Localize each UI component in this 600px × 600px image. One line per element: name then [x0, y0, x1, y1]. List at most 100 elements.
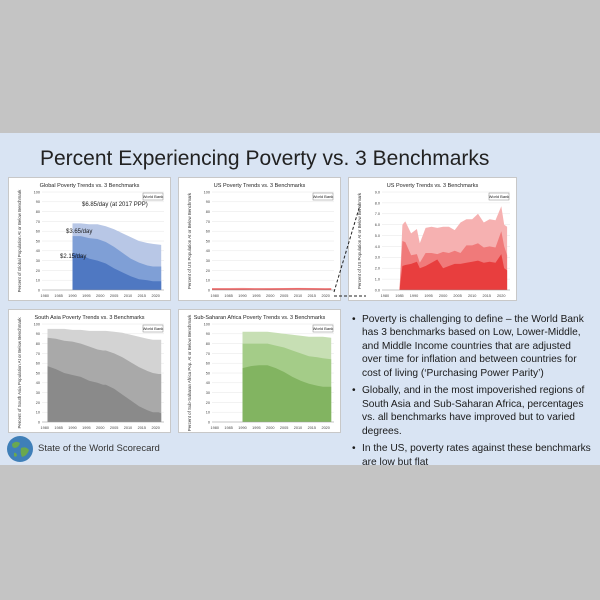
x-tick-label: 2020: [321, 426, 329, 430]
y-axis-label: Percent of US Population At or Below Ben…: [187, 192, 192, 289]
y-tick-label: 10: [206, 411, 210, 415]
x-tick-label: 1980: [381, 294, 389, 298]
x-tick-label: 1985: [54, 426, 62, 430]
x-tick-label: 2015: [308, 426, 316, 430]
y-tick-label: 50: [206, 371, 210, 375]
x-tick-label: 2010: [124, 294, 132, 298]
source-box: [142, 324, 164, 333]
y-tick-label: 5.0: [375, 234, 380, 238]
x-tick-label: 2005: [453, 294, 461, 298]
source-label: World Bank: [143, 326, 164, 331]
x-tick-label: 2020: [151, 426, 159, 430]
x-tick-label: 1985: [395, 294, 403, 298]
y-tick-label: 3.0: [375, 256, 380, 260]
series-area: [399, 254, 508, 290]
y-tick-label: 20: [36, 269, 40, 273]
org-name: State of the World Scorecard: [38, 443, 160, 454]
ssa-chart-panel: Sub-Saharan Africa Poverty Trends vs. 3 …: [178, 309, 341, 433]
ssa-poverty-chart: Sub-Saharan Africa Poverty Trends vs. 3 …: [187, 314, 334, 431]
x-tick-label: 1980: [211, 426, 219, 430]
bullet-item: Globally, and in the most impoverished r…: [352, 384, 592, 438]
y-tick-label: 100: [204, 322, 210, 326]
y-tick-label: 80: [36, 210, 40, 214]
series-area: [47, 366, 162, 422]
y-tick-label: 0: [208, 420, 210, 424]
series-annotation: $2.15/day: [60, 254, 86, 260]
y-tick-label: 60: [206, 362, 210, 366]
x-tick-label: 1990: [68, 426, 76, 430]
x-tick-label: 1990: [238, 426, 246, 430]
y-axis-label: Percent of South Asia Population At or B…: [17, 317, 22, 429]
y-tick-label: 10: [36, 279, 40, 283]
source-box: [488, 192, 510, 201]
chart-title: US Poverty Trends vs. 3 Benchmarks: [387, 183, 479, 189]
y-tick-label: 30: [36, 391, 40, 395]
global-poverty-chart: Global Poverty Trends vs. 3 Benchmarks Pe…: [17, 183, 164, 298]
zoom-connector-line-top: [333, 204, 361, 293]
x-tick-label: 2000: [266, 294, 274, 298]
y-tick-label: 20: [206, 269, 210, 273]
y-axis-label: Percent of US Population At or Below Ben…: [357, 192, 362, 289]
y-tick-label: 100: [34, 322, 40, 326]
series-area: [242, 365, 332, 422]
y-axis-label: Percent of Global Population At or Below…: [17, 189, 22, 293]
x-tick-label: 2005: [280, 294, 288, 298]
chart-title: US Poverty Trends vs. 3 Benchmarks: [214, 183, 306, 189]
y-tick-label: 7.0: [375, 212, 380, 216]
y-tick-label: 20: [36, 401, 40, 405]
x-tick-label: 2015: [138, 426, 146, 430]
x-tick-label: 2000: [96, 426, 104, 430]
y-tick-label: 9.0: [375, 190, 380, 194]
y-tick-label: 90: [206, 332, 210, 336]
south-asia-chart-panel: South Asia Poverty Trends vs. 3 Benchmar…: [8, 309, 171, 433]
x-tick-label: 1995: [82, 426, 90, 430]
x-tick-label: 2010: [294, 294, 302, 298]
y-tick-label: 80: [36, 342, 40, 346]
y-tick-label: 100: [204, 190, 210, 194]
y-tick-label: 10: [36, 411, 40, 415]
x-tick-label: 2020: [497, 294, 505, 298]
x-tick-label: 1995: [252, 294, 260, 298]
x-tick-label: 1980: [211, 294, 219, 298]
x-tick-label: 1995: [424, 294, 432, 298]
x-tick-label: 2020: [321, 294, 329, 298]
bullet-item: In the US, poverty rates against these b…: [352, 442, 592, 469]
source-label: World Bank: [313, 326, 334, 331]
chart-title: South Asia Poverty Trends vs. 3 Benchmar…: [34, 315, 144, 321]
us-zoom-poverty-chart: US Poverty Trends vs. 3 Benchmarks Percen…: [357, 183, 510, 298]
y-tick-label: 0: [38, 288, 40, 292]
y-tick-label: 6.0: [375, 223, 380, 227]
x-tick-label: 1980: [41, 426, 49, 430]
global-chart-panel: Global Poverty Trends vs. 3 Benchmarks Pe…: [8, 177, 171, 301]
globe-logo-icon: [7, 436, 33, 462]
slide: Percent Experiencing Poverty vs. 3 Bench…: [0, 133, 600, 468]
us-zoom-chart-panel: US Poverty Trends vs. 3 Benchmarks Percen…: [348, 177, 517, 301]
y-tick-label: 80: [206, 342, 210, 346]
y-tick-label: 70: [36, 220, 40, 224]
x-tick-label: 1990: [238, 294, 246, 298]
chart-title: Sub-Saharan Africa Poverty Trends vs. 3 …: [194, 315, 326, 321]
series-area: [72, 252, 162, 290]
chart-title: Global Poverty Trends vs. 3 Benchmarks: [40, 183, 140, 189]
source-label: World Bank: [489, 194, 510, 199]
y-tick-label: 20: [206, 401, 210, 405]
source-box: [312, 192, 334, 201]
x-tick-label: 1995: [252, 426, 260, 430]
y-tick-label: 50: [206, 239, 210, 243]
y-tick-label: 70: [206, 220, 210, 224]
x-tick-label: 2010: [124, 426, 132, 430]
y-tick-label: 60: [36, 230, 40, 234]
x-tick-label: 2005: [280, 426, 288, 430]
series-annotation: $6.85/day (at 2017 PPP): [82, 202, 148, 208]
x-tick-label: 2020: [151, 294, 159, 298]
x-tick-label: 1990: [410, 294, 418, 298]
us-chart-panel: US Poverty Trends vs. 3 Benchmarks Percen…: [178, 177, 341, 301]
bullet-item: Poverty is challenging to define – the W…: [352, 313, 592, 380]
y-tick-label: 70: [36, 352, 40, 356]
source-box: [142, 192, 164, 201]
y-tick-label: 90: [36, 200, 40, 204]
x-tick-label: 1990: [68, 294, 76, 298]
y-tick-label: 10: [206, 279, 210, 283]
y-tick-label: 100: [34, 190, 40, 194]
x-tick-label: 1995: [82, 294, 90, 298]
